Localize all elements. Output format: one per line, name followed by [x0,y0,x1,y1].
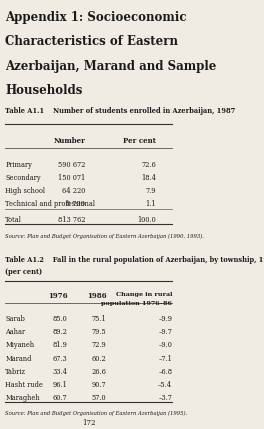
Text: –7.1: –7.1 [158,355,172,363]
Text: 85.0: 85.0 [53,315,68,323]
Text: 1976: 1976 [48,292,68,299]
Text: 57.0: 57.0 [92,394,107,402]
Text: Hasht rude: Hasht rude [5,381,43,389]
Text: 813 762: 813 762 [58,216,85,224]
Text: 7.9: 7.9 [146,187,156,195]
Text: 72.6: 72.6 [142,160,156,169]
Text: (per cent): (per cent) [5,268,43,276]
Text: –3.7: –3.7 [158,394,172,402]
Text: Appendix 1: Socioeconomic: Appendix 1: Socioeconomic [5,11,187,24]
Text: 8 799: 8 799 [66,200,85,208]
Text: Number: Number [53,136,85,145]
Text: Technical and professional: Technical and professional [5,200,95,208]
Text: 590 672: 590 672 [58,160,85,169]
Text: Primary: Primary [5,160,32,169]
Text: Table A1.2    Fall in the rural population of Azerbaijan, by township, 1976–86: Table A1.2 Fall in the rural population … [5,256,264,264]
Text: 18.4: 18.4 [141,174,156,182]
Text: 79.5: 79.5 [92,328,107,336]
Text: Sarab: Sarab [5,315,25,323]
Text: Households: Households [5,84,83,97]
Text: 90.7: 90.7 [92,381,107,389]
Text: Tabriz: Tabriz [5,368,26,376]
Text: 67.3: 67.3 [53,355,68,363]
Text: Source: Plan and Budget Organisation of Eastern Azerbaijan (1990, 1993).: Source: Plan and Budget Organisation of … [5,234,204,239]
Text: 89.2: 89.2 [53,328,68,336]
Text: High school: High school [5,187,45,195]
Text: Aahar: Aahar [5,328,25,336]
Text: 172: 172 [82,419,96,427]
Text: 150 071: 150 071 [58,174,85,182]
Text: Marand: Marand [5,355,32,363]
Text: Maragheh: Maragheh [5,394,40,402]
Text: –9.9: –9.9 [158,315,172,323]
Text: Table A1.1    Number of students enrolled in Azerbaijan, 1987: Table A1.1 Number of students enrolled i… [5,108,235,115]
Text: Azerbaijan, Marand and Sample: Azerbaijan, Marand and Sample [5,60,217,73]
Text: –9.0: –9.0 [158,341,172,349]
Text: Miyaneh: Miyaneh [5,341,35,349]
Text: 81.9: 81.9 [53,341,68,349]
Text: Characteristics of Eastern: Characteristics of Eastern [5,35,178,48]
Text: 26.6: 26.6 [92,368,107,376]
Text: 96.1: 96.1 [53,381,68,389]
Text: 33.4: 33.4 [53,368,68,376]
Text: 72.9: 72.9 [92,341,107,349]
Text: 1.1: 1.1 [146,200,156,208]
Text: population 1976–86: population 1976–86 [101,301,172,306]
Text: –5.4: –5.4 [158,381,172,389]
Text: 60.2: 60.2 [92,355,107,363]
Text: 75.1: 75.1 [92,315,107,323]
Text: Total: Total [5,216,22,224]
Text: Source: Plan and Budget Organisation of Eastern Azerbaijan (1995).: Source: Plan and Budget Organisation of … [5,411,187,417]
Text: Change in rural: Change in rural [116,292,172,296]
Text: Secondary: Secondary [5,174,41,182]
Text: –9.7: –9.7 [158,328,172,336]
Text: 1986: 1986 [87,292,107,299]
Text: –6.8: –6.8 [158,368,172,376]
Text: 64 220: 64 220 [62,187,85,195]
Text: Per cent: Per cent [123,136,156,145]
Text: 100.0: 100.0 [138,216,156,224]
Text: 60.7: 60.7 [53,394,68,402]
